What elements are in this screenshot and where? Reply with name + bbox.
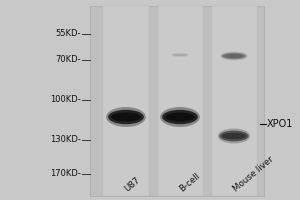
Ellipse shape — [171, 53, 189, 57]
Text: B-cell: B-cell — [177, 172, 201, 194]
Ellipse shape — [224, 54, 244, 58]
Ellipse shape — [218, 129, 250, 144]
Text: U87: U87 — [123, 176, 142, 194]
Ellipse shape — [222, 133, 246, 139]
Ellipse shape — [220, 51, 248, 60]
Text: 70KD-: 70KD- — [56, 55, 81, 64]
Ellipse shape — [173, 54, 187, 56]
Text: 130KD-: 130KD- — [50, 136, 81, 144]
Bar — [103, 6, 148, 196]
Ellipse shape — [106, 107, 146, 127]
Ellipse shape — [111, 112, 141, 121]
Text: 100KD-: 100KD- — [50, 96, 81, 104]
Bar — [212, 6, 256, 196]
Bar — [90, 6, 264, 196]
Ellipse shape — [162, 110, 198, 124]
Ellipse shape — [108, 110, 144, 124]
Ellipse shape — [160, 107, 200, 127]
Text: Mouse liver: Mouse liver — [231, 155, 275, 194]
Text: XPO1: XPO1 — [267, 119, 293, 129]
Ellipse shape — [172, 53, 188, 57]
Bar — [158, 6, 202, 196]
Ellipse shape — [219, 131, 249, 141]
Text: 170KD-: 170KD- — [50, 170, 81, 178]
Ellipse shape — [222, 53, 246, 59]
Text: 55KD-: 55KD- — [56, 29, 81, 38]
Ellipse shape — [165, 112, 195, 121]
